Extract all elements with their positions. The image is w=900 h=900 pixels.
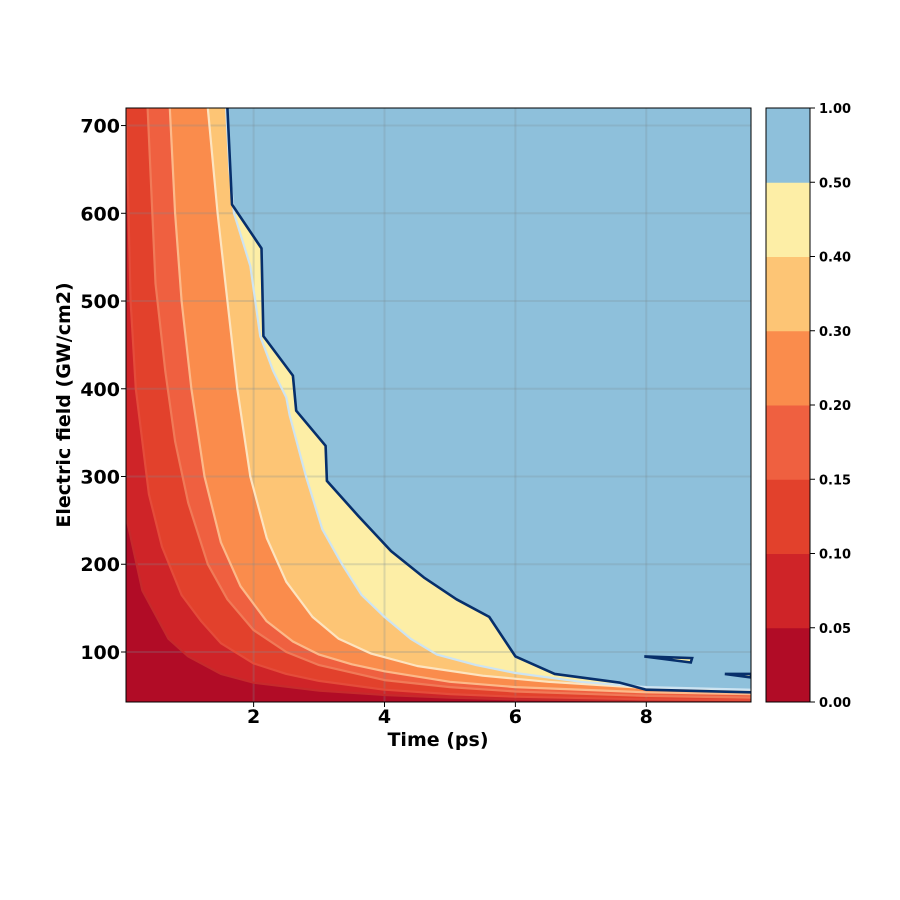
colorbar-tick-label: 0.05	[819, 622, 851, 637]
contour-band-7	[227, 108, 751, 693]
y-tick-label: 400	[80, 379, 120, 401]
colorbar-tick-label: 0.40	[819, 251, 851, 266]
colorbar-tick-label: 0.10	[819, 548, 851, 563]
colorbar-tick-label: 1.00	[819, 102, 851, 117]
colorbar-segment	[766, 330, 810, 406]
y-tick-label: 500	[80, 291, 120, 313]
contour-line-0.4	[225, 108, 751, 691]
x-tick-label: 2	[247, 706, 260, 728]
colorbar: 0.00 0.05 0.10 0.15 0.20 0.30 0.40 0.50 1.00	[765, 102, 851, 711]
colorbar-segment	[766, 405, 810, 480]
x-tick-label: 6	[509, 706, 522, 728]
y-tick-label: 700	[80, 116, 120, 138]
contour-line-0.15	[146, 108, 751, 699]
colorbar-tick-label: 0.15	[819, 473, 851, 488]
colorbar-segment	[766, 627, 810, 703]
y-axis: 100 200 300 400 500 600 700	[80, 116, 126, 664]
grid-lines	[126, 108, 751, 702]
y-tick-label: 300	[80, 467, 120, 489]
colorbar-tick-label: 0.50	[819, 176, 851, 191]
x-tick-label: 4	[378, 706, 391, 728]
colorbar-segment	[766, 182, 810, 257]
contour-line-0.2	[168, 108, 751, 696]
colorbar-segment	[766, 108, 810, 183]
contour-fills	[126, 108, 751, 702]
plot-area	[126, 108, 751, 702]
y-tick-label: 200	[80, 554, 120, 576]
colorbar-segment	[766, 479, 810, 554]
x-tick-label: 8	[640, 706, 653, 728]
contour-island-line-0	[644, 655, 694, 664]
plot-frame	[125, 107, 752, 703]
x-axis: 2 4 6 8	[247, 702, 653, 728]
colorbar-tick-label: 0.00	[819, 696, 851, 711]
contour-island-line-1	[724, 672, 751, 679]
y-axis-title: Electric field (GW/cm2)	[53, 282, 75, 527]
contour-line-0.05	[126, 515, 751, 702]
y-tick-label: 600	[80, 203, 120, 225]
contour-lines	[126, 108, 751, 702]
contour-line-0.3	[206, 108, 751, 692]
colorbar-segment	[766, 553, 810, 629]
colorbar-tick-label: 0.20	[819, 399, 851, 414]
x-axis-title: Time (ps)	[387, 729, 488, 751]
contour-line-0.5	[226, 108, 751, 694]
colorbar-segment	[766, 256, 810, 332]
y-tick-label: 100	[80, 642, 120, 664]
contour-line-0.1	[126, 108, 751, 702]
colorbar-tick-label: 0.30	[819, 325, 851, 340]
